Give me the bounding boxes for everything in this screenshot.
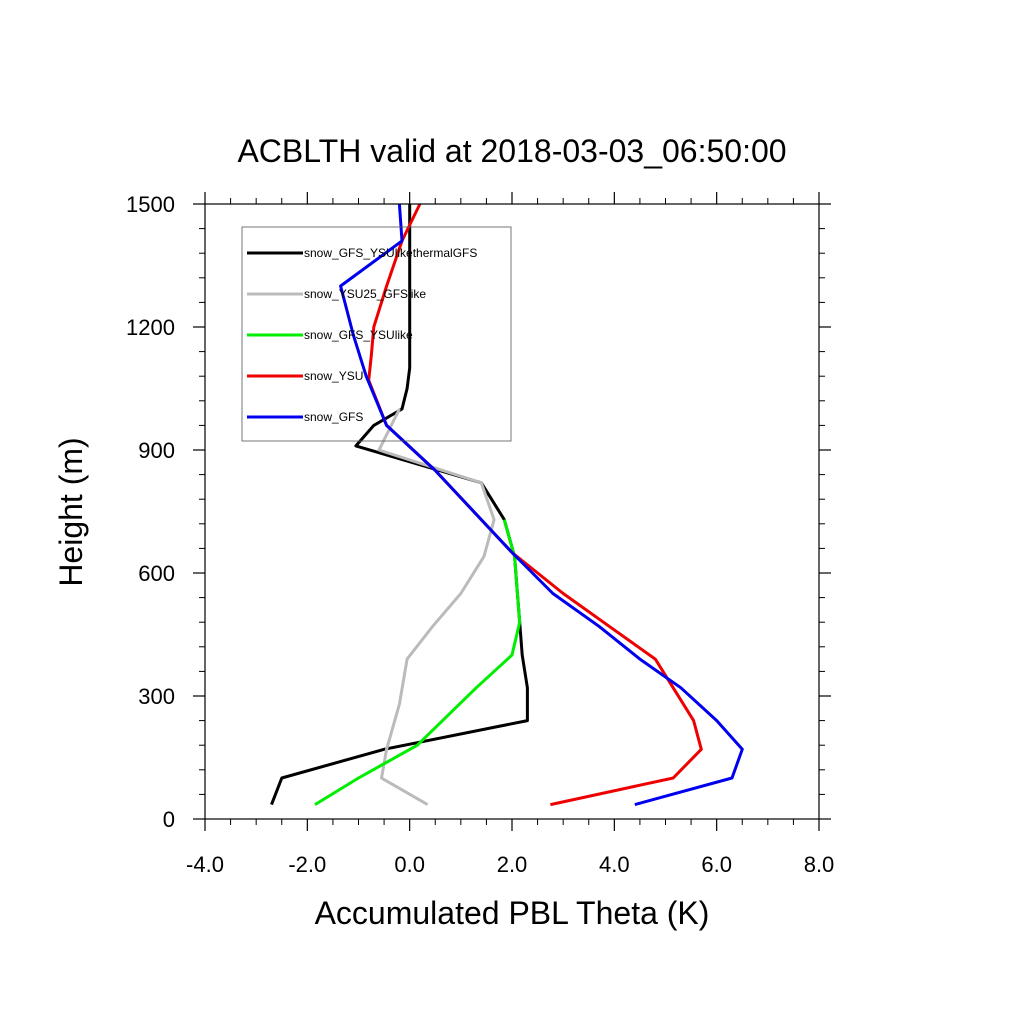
x-tick-label: 2.0 bbox=[497, 852, 528, 877]
x-tick-label: -4.0 bbox=[186, 852, 224, 877]
legend-label: snow_GFS_YSUlike bbox=[304, 328, 413, 342]
series-line-1 bbox=[377, 408, 496, 806]
y-tick-label: 600 bbox=[138, 561, 175, 586]
x-axis-label: Accumulated PBL Theta (K) bbox=[315, 895, 710, 931]
chart-title: ACBLTH valid at 2018-03-03_06:50:00 bbox=[237, 133, 786, 169]
legend-label: snow_GFS_YSUlikethermalGFS bbox=[304, 246, 477, 260]
y-tick-label: 0 bbox=[163, 807, 175, 832]
tick-labels: -4.0 -2.0 0.0 2.0 4.0 6.0 8.0 0 300 600 900 1200 150… bbox=[126, 192, 834, 877]
legend-label: snow_YSU25_GFSlike bbox=[304, 287, 426, 301]
series-line-4 bbox=[339, 203, 744, 807]
x-tick-label: 6.0 bbox=[701, 852, 732, 877]
legend-label: snow_YSU bbox=[304, 369, 363, 383]
x-tick-label: 0.0 bbox=[394, 852, 425, 877]
legend-label: snow_GFS bbox=[304, 410, 363, 424]
y-tick-label: 300 bbox=[138, 684, 175, 709]
legend-box bbox=[241, 226, 512, 442]
x-tick-label: 8.0 bbox=[804, 852, 835, 877]
y-axis-label: Height (m) bbox=[53, 437, 89, 586]
plot-series bbox=[270, 203, 744, 807]
x-tick-label: -2.0 bbox=[288, 852, 326, 877]
y-tick-label: 1500 bbox=[126, 192, 175, 217]
y-tick-label: 900 bbox=[138, 438, 175, 463]
x-tick-label: 4.0 bbox=[599, 852, 630, 877]
series-line-2 bbox=[314, 519, 522, 806]
plot-frame bbox=[193, 192, 831, 831]
legend: snow_GFS_YSUlikethermalGFS snow_YSU25_GFS… bbox=[241, 226, 512, 442]
y-tick-label: 1200 bbox=[126, 315, 175, 340]
